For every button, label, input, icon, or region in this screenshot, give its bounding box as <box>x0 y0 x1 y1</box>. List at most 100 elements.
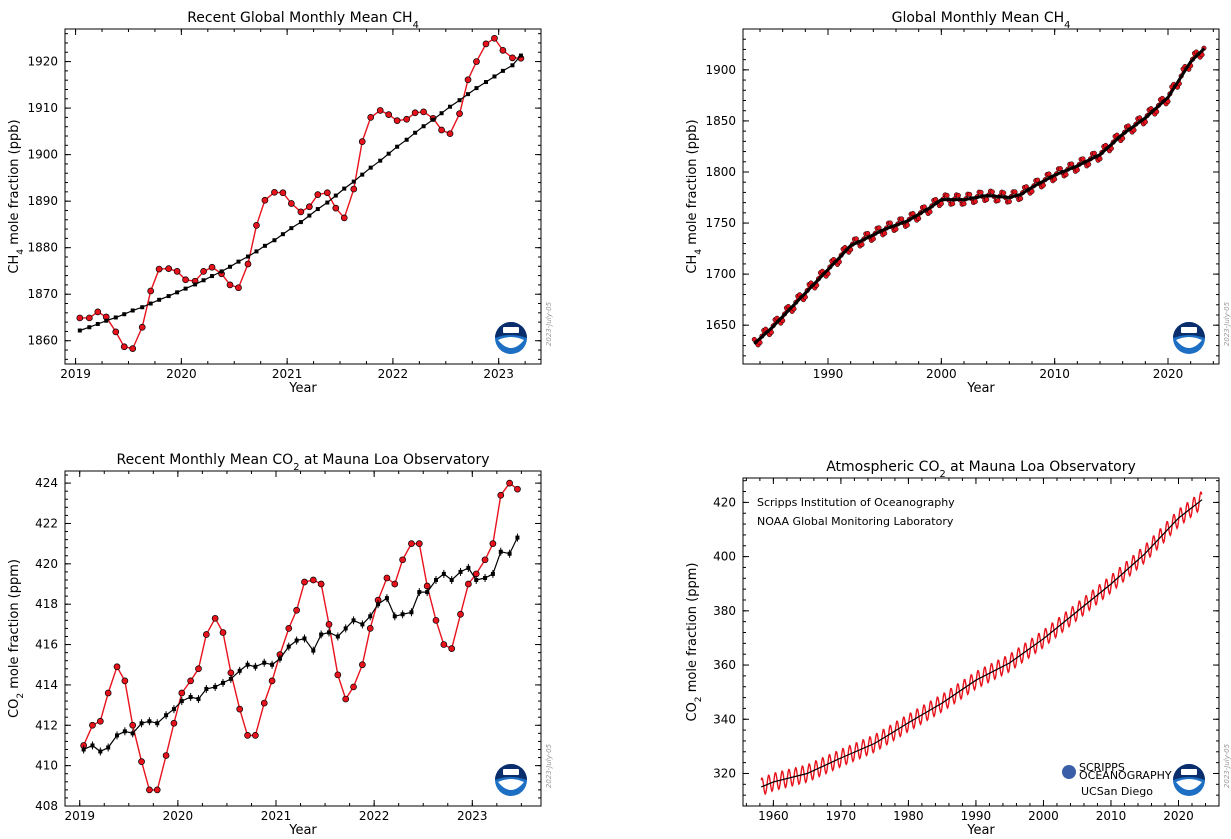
trend-point <box>280 232 285 237</box>
trend-point <box>236 259 241 264</box>
y-tick-label: 410 <box>35 759 58 773</box>
monthly-point <box>85 314 93 322</box>
trend-point <box>439 111 444 116</box>
trend-point <box>228 264 233 269</box>
monthly-point <box>961 201 967 207</box>
trend-point <box>104 318 109 323</box>
monthly-point <box>334 671 342 679</box>
monthly-point <box>446 130 454 138</box>
scripps-logo-text: SCRIPPS <box>1079 761 1125 774</box>
monthly-point <box>147 287 155 295</box>
monthly-point <box>989 189 995 195</box>
trend-point <box>433 577 438 582</box>
monthly-point <box>1052 176 1058 182</box>
trend-point <box>421 124 426 129</box>
trend-point <box>335 634 340 639</box>
x-tick-label: 2000 <box>1028 809 1059 823</box>
y-axis-label-subscript: 4 <box>16 249 26 255</box>
chart-title: Recent Global Monthly Mean CH4 <box>187 10 419 31</box>
monthly-point <box>1001 190 1007 196</box>
trend-point <box>81 747 86 752</box>
monthly-point <box>927 209 933 215</box>
chart-title-subscript: 4 <box>413 20 419 31</box>
monthly-point <box>893 226 899 232</box>
monthly-point <box>509 54 516 62</box>
trend-point <box>319 632 324 637</box>
monthly-point <box>350 683 357 691</box>
trend-point <box>409 610 414 615</box>
trend-point <box>139 721 144 726</box>
y-axis-label: CO2 mole fraction (ppm) <box>685 563 704 722</box>
monthly-point <box>870 236 876 242</box>
trend-point <box>113 315 118 320</box>
global-ch4-panel: 1990 2000 2010 2020 1650 1700 1750 1800 1850 1900… <box>685 10 1231 396</box>
chart-title-subscript: 4 <box>1064 20 1070 31</box>
trend-point <box>148 301 153 306</box>
chart-title: Recent Monthly Mean CO2 at Mauna Loa Obs… <box>116 452 489 473</box>
chart-title-rest: at Mauna Loa Observatory <box>946 459 1136 475</box>
trend-point <box>130 731 135 736</box>
y-tick-label: 380 <box>713 604 736 618</box>
trend-point <box>210 274 215 279</box>
y-axis-label-rest: mole fraction (ppb) <box>685 119 700 248</box>
monthly-point <box>1040 182 1046 188</box>
trend-point <box>166 294 171 299</box>
monthly-point <box>170 719 178 727</box>
x-axis-label-main: Year <box>966 381 995 396</box>
trend-point <box>95 321 100 326</box>
trend-point <box>466 565 471 570</box>
monthly-point <box>211 614 219 622</box>
monthly-point <box>325 621 333 628</box>
monthly-point <box>252 732 259 739</box>
chart-title-main: Atmospheric CO <box>826 459 939 475</box>
y-axis-label-subscript: 4 <box>694 249 704 255</box>
trend-point <box>277 656 282 661</box>
monthly-point <box>376 107 384 114</box>
trend-point <box>193 282 198 287</box>
trend-point <box>384 596 389 601</box>
trend-point <box>253 664 258 669</box>
y-tick-label: 1650 <box>705 318 736 332</box>
monthly-point <box>1086 161 1092 167</box>
monthly-point <box>967 191 973 197</box>
noaa-logo-band <box>1181 769 1197 775</box>
y-tick-label: 424 <box>35 476 58 490</box>
trend-point <box>171 707 176 712</box>
y-tick-label: 1890 <box>27 194 58 208</box>
x-tick-label: 2020 <box>166 367 197 381</box>
monthly-point <box>978 189 984 195</box>
trend-point <box>449 577 454 582</box>
trend-point <box>360 172 365 177</box>
trend-point <box>404 137 409 142</box>
chart-title: Atmospheric CO2 at Mauna Loa Observatory <box>826 459 1136 480</box>
y-tick-label: 420 <box>35 557 58 571</box>
trend-point <box>457 98 462 103</box>
monthly-point <box>984 197 990 203</box>
y-axis-label: CO2 mole fraction (ppm) <box>7 559 26 718</box>
trend-point <box>518 53 523 58</box>
x-tick-label: 1990 <box>813 367 844 381</box>
y-tick-label: 418 <box>35 597 58 611</box>
trend-line <box>79 55 522 332</box>
date-stamp: 2023-July-05 <box>545 301 553 346</box>
monthly-point <box>314 191 322 198</box>
monthly-point <box>438 126 445 134</box>
monthly-point <box>366 625 374 632</box>
plot-frame <box>64 28 542 365</box>
x-tick-label: 1960 <box>758 809 789 823</box>
monthly-point <box>244 732 251 739</box>
y-tick-label: 1700 <box>705 267 736 281</box>
y-tick-label: 1920 <box>27 55 58 69</box>
x-tick-label: 2020 <box>163 809 194 823</box>
noaa-logo-band <box>503 769 519 775</box>
x-tick-label: 2023 <box>457 809 488 823</box>
monthly-point <box>499 47 507 54</box>
monthly-point <box>1063 172 1069 178</box>
x-axis-label-main: Year <box>966 823 995 838</box>
monthly-point <box>411 109 419 117</box>
monthly-line <box>82 482 518 791</box>
date-stamp: 2023-July-05 <box>1223 743 1231 788</box>
y-axis-label-main: CO <box>685 702 700 721</box>
x-tick-label: 2023 <box>483 367 514 381</box>
monthly-point <box>465 580 472 588</box>
